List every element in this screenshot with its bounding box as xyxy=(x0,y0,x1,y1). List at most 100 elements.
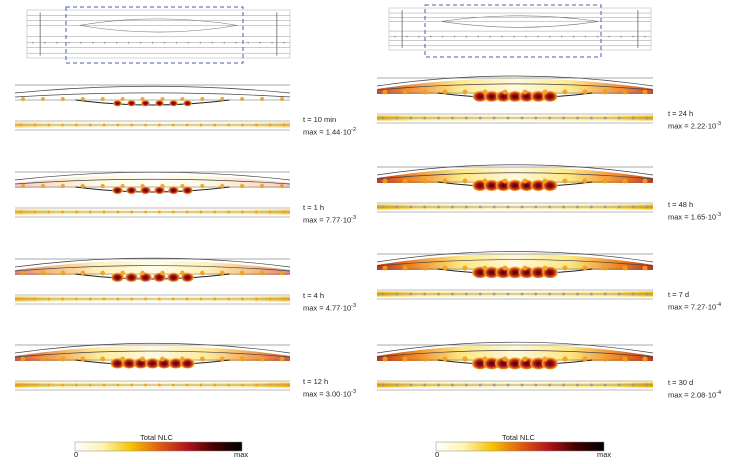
snapshot-left-0-node xyxy=(280,97,284,101)
snapshot-right-3-node xyxy=(582,356,588,362)
snapshot-right-1-lower-node xyxy=(395,205,399,209)
snapshot-right-3-node xyxy=(622,356,628,362)
overview-right-node xyxy=(441,35,444,38)
snapshot-left-0-lower-node xyxy=(268,123,272,127)
snapshot-right-3-arch-inner xyxy=(376,350,654,358)
overview-right-node xyxy=(584,35,587,38)
snapshot-left-0-lower-node xyxy=(61,123,64,127)
snapshot-left-0-node xyxy=(180,97,185,101)
snapshot-left-0-lower-node xyxy=(144,123,147,127)
snapshot-right-2-lower-node xyxy=(437,292,440,296)
overview-right-arc-top xyxy=(441,15,599,22)
snapshot-right-1-lower-node xyxy=(478,205,482,209)
snapshot-right-2-node xyxy=(382,265,388,271)
overview-left-node xyxy=(139,41,142,44)
overview-right-node xyxy=(608,35,611,38)
snapshot-left-3-arch-outer xyxy=(14,342,291,354)
snapshot-left-1-lower-node xyxy=(158,210,161,214)
overview-left-node xyxy=(103,41,106,44)
snapshot-right-3-node xyxy=(482,356,488,362)
snapshot-right-3-node xyxy=(402,356,408,362)
snapshot-right-1-node xyxy=(602,178,608,184)
snapshot-right-1-lower-node xyxy=(590,205,593,209)
snapshot-right-2-lower-node xyxy=(520,292,524,296)
snapshot-label-left-2: t = 4 h max = 4.77·10-3 xyxy=(303,291,357,313)
snapshot-right-2-hotspot xyxy=(495,265,512,279)
snapshot-right-2-lower-node xyxy=(381,292,385,296)
snapshot-right-3-lower-node xyxy=(562,383,566,387)
snapshot-right-1-node xyxy=(442,178,448,184)
snapshot-right-2-hotspot xyxy=(530,265,547,279)
snapshot-right-3-node xyxy=(422,356,428,362)
overview-left-node xyxy=(283,41,285,44)
snapshot-left-3-lower-node xyxy=(158,383,161,387)
snapshot-right-3-node xyxy=(602,356,608,362)
snapshot-right-1-node xyxy=(502,178,508,184)
snapshot-left-2-hotspot xyxy=(166,272,181,282)
colorbar-left xyxy=(74,441,243,452)
overview-right-node xyxy=(525,35,527,38)
snapshot-right-0-lower-node xyxy=(576,116,579,120)
snapshot-left-1-node xyxy=(259,183,265,189)
snapshot-left-3-node xyxy=(160,356,165,362)
snapshot-left-2-lower-node xyxy=(61,297,64,301)
overview-right-node xyxy=(429,35,432,38)
snapshot-left-2-node xyxy=(80,270,86,276)
snapshot-right-1-node xyxy=(482,178,488,184)
overview-left-node xyxy=(187,41,190,44)
snapshot-right-2-lower-node xyxy=(548,292,552,296)
snapshot-left-0-lower-node xyxy=(19,123,23,127)
snapshot-right-0-lower-node xyxy=(409,116,413,120)
snapshot-left-3-lower-node xyxy=(61,383,64,387)
snapshot-left-1-node xyxy=(279,183,285,189)
overview-right-node xyxy=(632,35,634,38)
snapshot-left-1-arch-inner xyxy=(14,178,291,185)
snapshot-right-2-lower-node xyxy=(423,292,427,296)
snapshot-left-2-lower-node xyxy=(171,297,175,301)
snapshot-left-1 xyxy=(14,171,291,218)
snapshot-left-0-lower-node xyxy=(254,123,258,127)
snapshot-left-3-node xyxy=(259,356,265,362)
snapshot-left-1-node xyxy=(220,183,225,189)
snapshot-right-1-hotspot xyxy=(495,179,512,191)
snapshot-right-2-node xyxy=(642,265,648,271)
snapshot-left-3-node xyxy=(40,356,46,362)
snapshot-left-1-node xyxy=(140,183,145,189)
snapshot-right-2-node xyxy=(522,265,528,271)
snapshot-right-0-arch-inner xyxy=(376,83,654,91)
snapshot-left-0 xyxy=(14,84,291,131)
snapshot-left-0-node xyxy=(260,97,265,101)
snapshot-right-1-node xyxy=(382,178,388,184)
overview-left-node xyxy=(44,41,46,44)
snapshot-left-2-lower-node xyxy=(19,297,23,301)
snapshot-right-3-node xyxy=(502,356,508,362)
snapshot-left-1-lower-node xyxy=(102,210,106,214)
snapshot-left-0-lower-node xyxy=(185,123,189,127)
snapshot-left-1-node xyxy=(239,183,245,189)
snapshot-right-3-hotspot xyxy=(494,356,512,370)
overview-right xyxy=(388,4,652,58)
snapshot-left-2-lower-node xyxy=(74,297,78,301)
snapshot-right-2-node xyxy=(402,265,408,271)
colorbar-right xyxy=(435,441,605,452)
snapshot-right-3-node xyxy=(442,356,448,362)
snapshot-left-3-node xyxy=(20,356,26,362)
snapshot-right-2-lower-node xyxy=(492,292,496,296)
overview-left-node xyxy=(247,41,249,44)
snapshot-left-2-hotspot xyxy=(110,272,125,282)
colorbar-title-right: Total NLC xyxy=(502,433,535,442)
snapshot-right-1-lower-node xyxy=(409,205,413,209)
snapshot-left-0-hotspot xyxy=(169,99,178,107)
snapshot-left-3-lower-node xyxy=(144,383,147,387)
snapshot-left-1-lower-node xyxy=(254,210,258,214)
snapshot-left-0-node xyxy=(160,97,165,101)
snapshot-right-3-lower-node xyxy=(576,383,579,387)
overview-right-node xyxy=(477,35,480,38)
snapshot-right-0-node xyxy=(562,89,568,95)
snapshot-right-1-lower-node xyxy=(423,205,427,209)
snapshot-right-3-arch-outer xyxy=(376,341,654,354)
snapshot-left-2-sag xyxy=(75,273,230,280)
snapshot-left-1-lower-node xyxy=(171,210,175,214)
snapshot-left-1-lower-node xyxy=(144,210,147,214)
snapshot-left-0-lower-node xyxy=(282,123,286,127)
